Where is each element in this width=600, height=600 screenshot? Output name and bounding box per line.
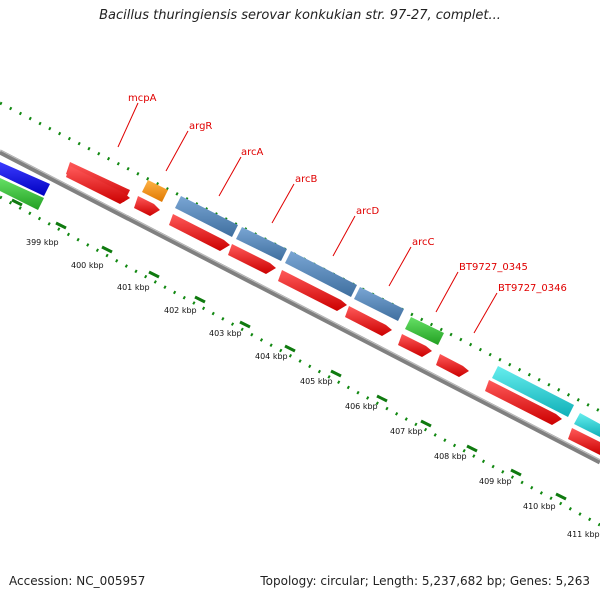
ruler-label: 410 kbp xyxy=(523,502,556,511)
gene-feature[interactable] xyxy=(236,227,287,261)
gene-feature[interactable] xyxy=(405,317,444,345)
tick-mark xyxy=(330,369,342,378)
gene-label-leaders xyxy=(117,102,498,334)
gene-feature[interactable] xyxy=(142,180,168,202)
tick-mark xyxy=(466,444,478,453)
cds-track xyxy=(0,166,600,455)
ruler-label: 403 kbp xyxy=(209,329,242,338)
ruler-labels: 399 kbp 400 kbp 401 kbp 402 kbp 403 kbp … xyxy=(26,238,600,539)
inner-ruler xyxy=(0,195,600,527)
tick-mark xyxy=(101,245,113,254)
tick-mark xyxy=(11,198,23,207)
gene-label[interactable]: mcpA xyxy=(128,93,157,104)
map-title: Bacillus thuringiensis serovar konkukian… xyxy=(99,8,501,23)
genome-stats-text: Topology: circular; Length: 5,237,682 bp… xyxy=(260,574,590,588)
genome-backbone xyxy=(0,149,600,465)
tick-mark xyxy=(55,221,67,230)
gene-label[interactable]: argR xyxy=(189,121,212,132)
ruler-label: 411 kbp xyxy=(567,530,600,539)
cds-arrow[interactable] xyxy=(228,244,276,274)
gene-feature[interactable] xyxy=(574,413,600,437)
cds-arrow[interactable] xyxy=(66,166,130,204)
cds-arrow[interactable] xyxy=(278,270,347,311)
cds-arrow[interactable] xyxy=(568,428,600,455)
gene-label[interactable]: BT9727_0346 xyxy=(498,283,567,294)
tick-mark xyxy=(239,320,251,329)
ruler-label: 404 kbp xyxy=(255,352,288,361)
cds-arrow[interactable] xyxy=(134,196,160,216)
cds-arrow[interactable] xyxy=(398,334,432,357)
tick-mark xyxy=(420,419,432,428)
ruler-label: 401 kbp xyxy=(117,283,150,292)
gene-feature[interactable] xyxy=(0,178,44,210)
gene-feature[interactable] xyxy=(285,251,357,297)
tick-mark xyxy=(194,295,206,304)
tick-mark xyxy=(555,492,567,501)
ruler-label: 408 kbp xyxy=(434,452,467,461)
gene-feature[interactable] xyxy=(0,162,50,196)
gene-label[interactable]: BT9727_0345 xyxy=(459,262,528,273)
ruler-label: 405 kbp xyxy=(300,377,333,386)
tick-mark xyxy=(376,394,388,403)
gene-label[interactable]: arcC xyxy=(412,237,435,248)
accession-text: Accession: NC_005957 xyxy=(9,574,146,588)
ruler-label: 399 kbp xyxy=(26,238,59,247)
cds-arrow[interactable] xyxy=(345,306,392,336)
ruler-label: 409 kbp xyxy=(479,477,512,486)
cds-arrow[interactable] xyxy=(169,214,230,251)
gene-feature[interactable] xyxy=(354,287,404,321)
gene-feature[interactable] xyxy=(175,196,238,237)
ruler-label: 406 kbp xyxy=(345,402,378,411)
ruler-label: 407 kbp xyxy=(390,427,423,436)
outer-ruler xyxy=(0,101,600,413)
gene-label[interactable]: arcB xyxy=(295,174,318,185)
ruler-label: 400 kbp xyxy=(71,261,104,270)
gene-label[interactable]: arcA xyxy=(241,147,264,158)
tick-mark xyxy=(148,270,160,279)
tick-mark xyxy=(284,344,296,353)
gene-labels: mcpA argR arcA arcB arcD arcC BT9727_034… xyxy=(128,93,567,294)
cds-arrow[interactable] xyxy=(436,354,469,377)
cds-arrow[interactable] xyxy=(485,380,562,425)
ruler-label: 402 kbp xyxy=(164,306,197,315)
gene-label[interactable]: arcD xyxy=(356,206,380,217)
tick-mark xyxy=(510,468,522,477)
gene-feature[interactable] xyxy=(492,366,574,417)
